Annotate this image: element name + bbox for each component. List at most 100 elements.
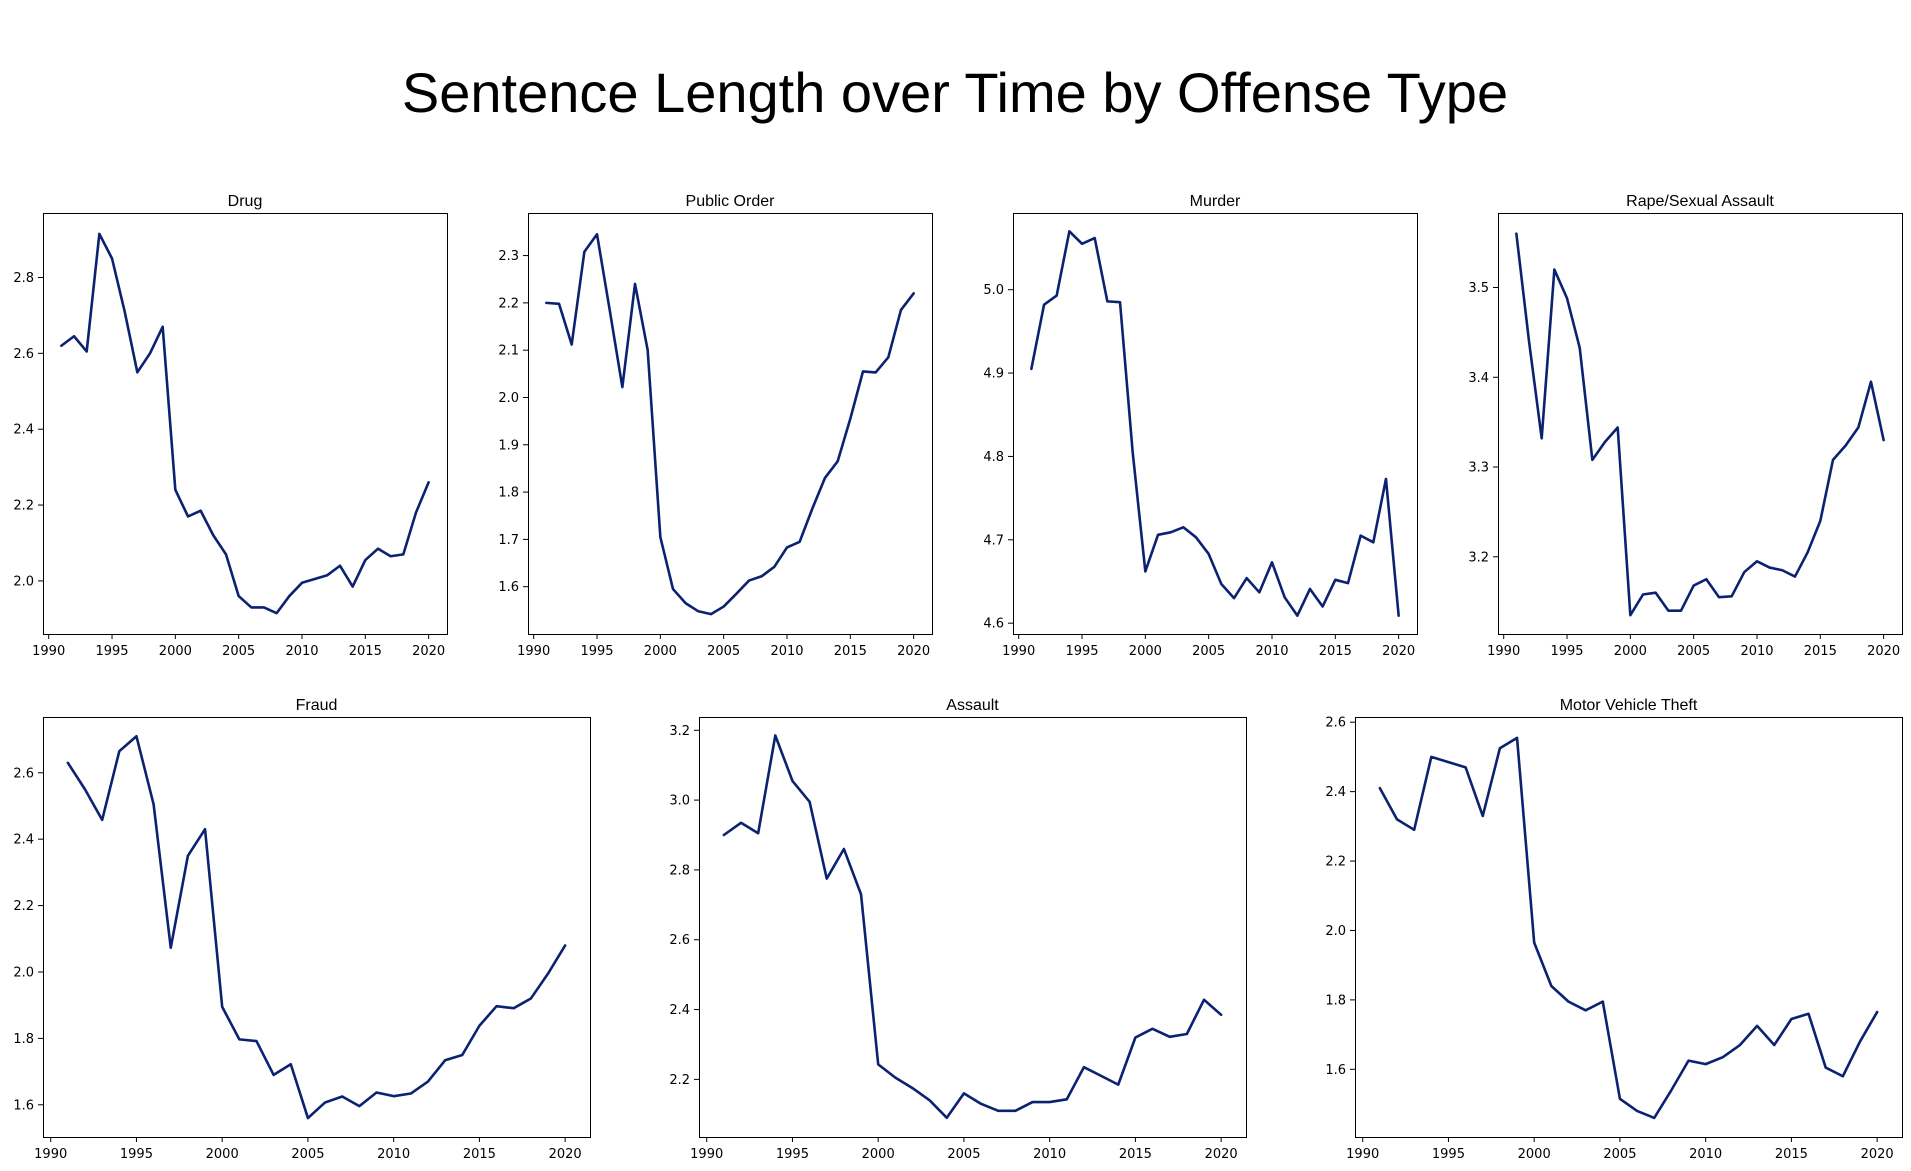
chart-panels: Drug 1990 1995 2000 2005 2010 2015 2020 2.0 2.2 2.… [13,193,1903,1162]
x-tick-label: 2015 [1319,644,1352,659]
x-tick-label: 2000 [1518,1147,1551,1162]
panel-murder: Murder 1990 1995 2000 2005 2010 2015 2020 4.6 4.7… [983,193,1418,659]
axes-frame-assault [699,717,1247,1138]
x-tick-label: 2020 [412,644,445,659]
y-tick-label: 2.4 [13,833,34,848]
series-line-motor-vehicle-theft [1378,736,1879,1120]
x-tick-label: 2005 [291,1147,324,1162]
x-tick-label: 1990 [32,644,65,659]
y-tick-label: 4.7 [983,533,1004,548]
x-tick-label: 2000 [159,644,192,659]
y-tick-label: 5.0 [983,283,1004,298]
y-tick-label: 1.6 [1325,1063,1346,1078]
series-line-murder [1030,230,1400,617]
y-tick-label: 2.8 [13,271,34,286]
x-tick-label: 2005 [1677,644,1710,659]
y-tick-label: 3.3 [1468,461,1489,476]
series-line-rape-sexual-assault [1515,232,1885,617]
panel-public-order: Public Order 1990 1995 2000 2005 2010 2015 2020… [498,193,933,659]
figure-title: Sentence Length over Time by Offense Typ… [402,61,1508,124]
axes-frame-murder [1013,213,1418,635]
x-tick-label: 2005 [707,644,740,659]
y-tick-label: 4.9 [983,367,1004,382]
x-tick-label: 2000 [1614,644,1647,659]
y-tick-label: 2.6 [669,933,690,948]
y-tick-label: 2.6 [13,347,34,362]
x-tick-label: 1990 [1346,1147,1379,1162]
x-tick-label: 1990 [1002,644,1035,659]
x-tick-label: 2015 [1775,1147,1808,1162]
series-line-drug [60,232,430,615]
panel-rape-sexual-assault: Rape/Sexual Assault 1990 1995 2000 2005 2010 2… [1468,193,1903,659]
x-tick-label: 2000 [1129,644,1162,659]
y-tick-label: 2.2 [13,899,34,914]
y-tick-label: 2.0 [13,574,34,589]
series-line-fraud [66,734,567,1120]
y-tick-label: 2.2 [498,296,519,311]
panel-fraud: Fraud 1990 1995 2000 2005 2010 2015 2020 1.6 1.8 2… [13,697,591,1162]
y-tick-label: 3.2 [1468,550,1489,565]
x-tick-label: 2015 [349,644,382,659]
y-tick-label: 1.6 [13,1098,34,1113]
x-tick-label: 2015 [463,1147,496,1162]
axes-frame-drug [43,213,448,635]
y-tick-label: 2.6 [1325,716,1346,731]
y-tick-label: 2.4 [1325,785,1346,800]
x-tick-label: 2010 [1689,1147,1722,1162]
y-tick-label: 1.6 [498,580,519,595]
x-tick-label: 2020 [1382,644,1415,659]
x-tick-label: 1990 [1487,644,1520,659]
panel-title-public-order: Public Order [686,193,776,210]
x-tick-label: 1995 [1550,644,1583,659]
x-tick-label: 2020 [1861,1147,1894,1162]
x-tick-label: 1995 [1432,1147,1465,1162]
panel-title-motor-vehicle-theft: Motor Vehicle Theft [1560,697,1698,714]
y-tick-label: 2.0 [1325,924,1346,939]
x-tick-label: 1995 [580,644,613,659]
x-tick-label: 2005 [222,644,255,659]
series-line-public-order [545,232,915,616]
y-tick-label: 2.8 [669,863,690,878]
x-tick-label: 2010 [1033,1147,1066,1162]
y-tick-label: 3.2 [669,724,690,739]
y-tick-label: 2.4 [13,423,34,438]
y-tick-label: 2.0 [13,965,34,980]
y-tick-label: 1.8 [1325,993,1346,1008]
axes-frame-motor-vehicle-theft [1355,717,1903,1138]
y-tick-label: 3.5 [1468,281,1489,296]
x-tick-label: 2005 [1192,644,1225,659]
x-tick-label: 2005 [1603,1147,1636,1162]
x-tick-label: 1995 [120,1147,153,1162]
x-tick-label: 2015 [1119,1147,1152,1162]
x-tick-label: 2020 [549,1147,582,1162]
panel-assault: Assault 1990 1995 2000 2005 2010 2015 2020 2.2 2.… [669,697,1247,1162]
x-tick-label: 1990 [517,644,550,659]
panel-title-drug: Drug [228,193,263,210]
x-tick-label: 2010 [285,644,318,659]
x-tick-label: 2020 [897,644,930,659]
axes-frame-fraud [43,717,591,1138]
x-tick-label: 2020 [1867,644,1900,659]
x-tick-label: 1995 [1065,644,1098,659]
y-tick-label: 2.6 [13,766,34,781]
y-tick-label: 1.8 [498,486,519,501]
y-tick-label: 4.8 [983,450,1004,465]
y-tick-label: 2.2 [13,499,34,514]
axes-frame-rape-sexual-assault [1498,213,1903,635]
x-tick-label: 2015 [834,644,867,659]
panel-title-murder: Murder [1190,193,1241,210]
x-tick-label: 2005 [947,1147,980,1162]
y-tick-label: 2.2 [669,1073,690,1088]
panel-title-assault: Assault [946,697,999,714]
y-tick-label: 2.4 [669,1003,690,1018]
x-tick-label: 1990 [690,1147,723,1162]
x-tick-label: 2000 [644,644,677,659]
x-tick-label: 2010 [1255,644,1288,659]
axes-frame-public-order [528,213,933,635]
panel-title-rape-sexual-assault: Rape/Sexual Assault [1626,193,1774,210]
x-tick-label: 2000 [862,1147,895,1162]
series-line-assault [722,734,1223,1120]
x-tick-label: 2020 [1205,1147,1238,1162]
x-tick-label: 2010 [377,1147,410,1162]
